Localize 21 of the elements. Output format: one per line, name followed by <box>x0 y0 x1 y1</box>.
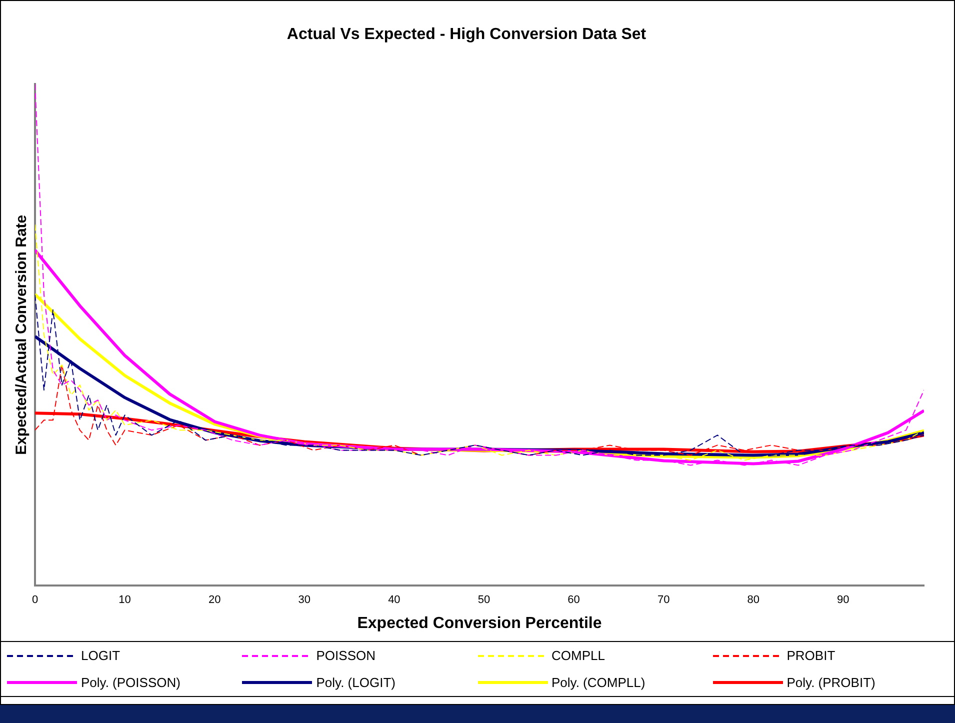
x-tick-label: 80 <box>747 594 760 606</box>
legend-label: PROBIT <box>786 648 836 663</box>
legend-label: Poly. (COMPLL) <box>552 675 646 690</box>
x-axis-title: Expected Conversion Percentile <box>357 614 602 632</box>
x-tick-label: 40 <box>388 594 400 606</box>
x-tick-label: 20 <box>208 594 221 606</box>
x-tick-label: 50 <box>478 594 490 606</box>
legend-label: COMPLL <box>552 648 605 663</box>
chart-title: Actual Vs Expected - High Conversion Data Set <box>286 26 647 44</box>
legend-label: POISSON <box>316 648 376 663</box>
x-tick-label: 10 <box>118 594 131 606</box>
legend-label: LOGIT <box>81 648 120 663</box>
x-tick-label: 30 <box>298 594 311 606</box>
legend-label: Poly. (POISSON) <box>81 675 180 690</box>
y-axis-title: Expected/Actual Conversion Rate <box>13 214 30 455</box>
x-tick-label: 70 <box>657 594 670 606</box>
x-tick-label: 90 <box>837 594 850 606</box>
legend-label: Poly. (LOGIT) <box>316 675 396 690</box>
x-tick-label: 60 <box>568 594 580 606</box>
x-tick-label: 0 <box>32 594 38 606</box>
legend-label: Poly. (PROBIT) <box>786 675 876 690</box>
